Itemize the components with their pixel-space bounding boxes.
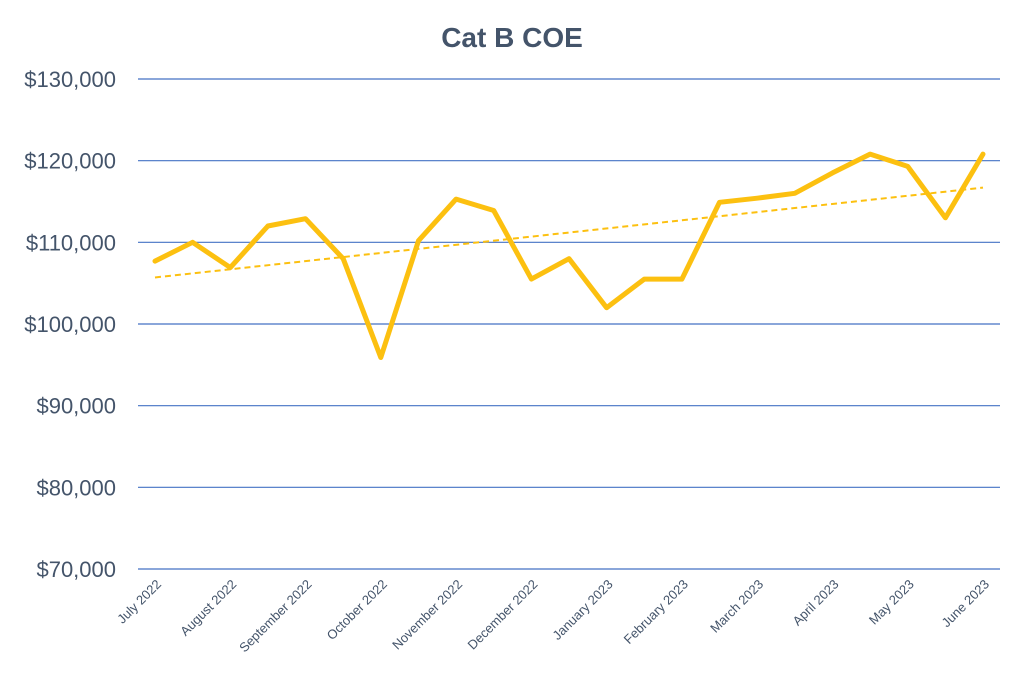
x-tick-label: August 2022 — [177, 577, 239, 639]
chart-title: Cat B COE — [441, 22, 583, 53]
x-tick-label: April 2023 — [790, 577, 842, 629]
series-layer — [152, 151, 986, 360]
x-tick-label: October 2022 — [324, 577, 390, 643]
series-line — [152, 151, 986, 360]
y-tick-label: $110,000 — [26, 230, 116, 255]
y-tick-label: $90,000 — [36, 394, 116, 419]
x-tick-label: February 2023 — [621, 577, 691, 647]
y-tick-label: $80,000 — [36, 475, 116, 500]
x-tick-label: June 2023 — [939, 577, 993, 631]
x-tick-label: March 2023 — [707, 577, 766, 636]
x-tick-label: September 2022 — [236, 577, 315, 656]
trendline — [154, 186, 984, 279]
x-tick-label: January 2023 — [549, 577, 615, 643]
x-tick-label: December 2022 — [464, 577, 540, 653]
x-tick-label: July 2022 — [114, 577, 164, 627]
y-tick-label: $100,000 — [24, 312, 116, 337]
x-tick-label: May 2023 — [866, 577, 917, 628]
y-tick-label: $130,000 — [24, 67, 116, 92]
y-axis: $70,000 $80,000 $90,000 $100,000 $110,000 $12… — [24, 67, 116, 582]
y-tick-label: $120,000 — [24, 149, 116, 174]
x-tick-label: November 2022 — [389, 577, 465, 653]
y-tick-label: $70,000 — [36, 557, 116, 582]
